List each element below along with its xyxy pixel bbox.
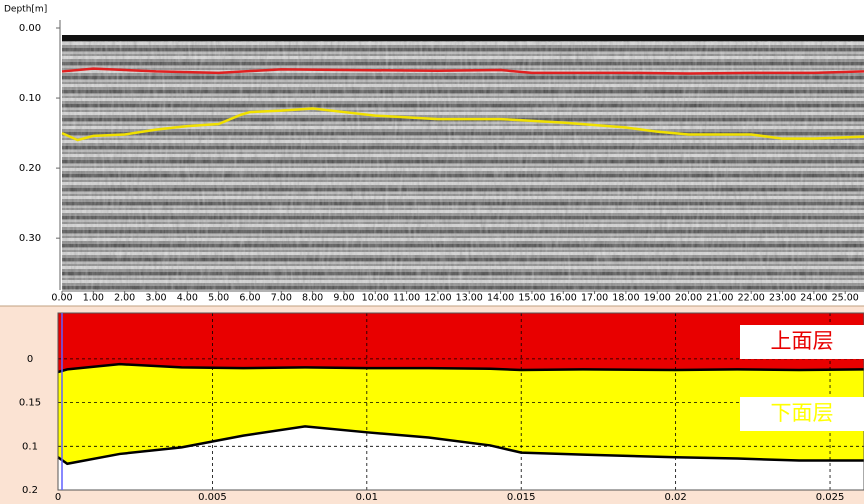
- y-tick-label: 0.30: [19, 233, 41, 244]
- x-tick-label: 0.00: [51, 293, 72, 304]
- x-tick-label: 7.00: [271, 293, 292, 304]
- layer-label: 下面层: [771, 401, 834, 425]
- x-tick-label: 15.00: [518, 293, 545, 304]
- x-tick-label: 0.005: [198, 492, 227, 503]
- x-tick-label: 0.02: [664, 492, 686, 503]
- boundary-line: [57, 425, 864, 466]
- x-tick-label: 9.00: [333, 293, 354, 304]
- x-tick-label: 24.00: [800, 293, 827, 304]
- y-tick-label: 0.2: [22, 485, 38, 496]
- picked-layer-line: [61, 67, 864, 75]
- x-tick-label: 0.01: [356, 492, 378, 503]
- layer-band: [58, 364, 864, 464]
- y-tick-label: 0: [27, 354, 33, 365]
- x-tick-label: 20.00: [675, 293, 702, 304]
- x-tick-label: 22.00: [738, 293, 765, 304]
- x-tick-label: 21.00: [706, 293, 733, 304]
- x-tick-label: 19.00: [644, 293, 671, 304]
- y-tick-label: 0.1: [22, 441, 38, 452]
- x-tick-label: 23.00: [769, 293, 796, 304]
- y-tick-label: 0.20: [19, 163, 41, 174]
- plot-frame: [57, 312, 864, 491]
- x-tick-label: 8.00: [302, 293, 323, 304]
- x-tick-label: 11.00: [393, 293, 420, 304]
- x-tick-label: 1.00: [83, 293, 104, 304]
- layer-label-box: [740, 397, 864, 431]
- x-tick-label: 10.00: [362, 293, 389, 304]
- x-tick-label: 25.00: [832, 293, 859, 304]
- x-tick-label: 18.00: [612, 293, 639, 304]
- x-tick-label: 12.00: [424, 293, 451, 304]
- picked-layer-line: [61, 107, 864, 142]
- x-tick-label: 5.00: [208, 293, 229, 304]
- x-tick-label: 4.00: [177, 293, 198, 304]
- x-tick-label: 3.00: [145, 293, 166, 304]
- y-tick-label: 0.10: [19, 93, 41, 104]
- x-tick-label: 2.00: [114, 293, 135, 304]
- x-tick-label: 13.00: [456, 293, 483, 304]
- surface-band: [62, 35, 864, 41]
- boundary-line: [57, 362, 864, 374]
- x-tick-label: 16.00: [550, 293, 577, 304]
- y-tick-label: 0.15: [19, 398, 41, 409]
- y-axis-label: Depth[m]: [4, 5, 47, 15]
- x-tick-label: 14.00: [487, 293, 514, 304]
- layer-band: [58, 313, 864, 372]
- layer-label-box: [740, 325, 864, 359]
- x-tick-label: 0.015: [507, 492, 536, 503]
- layer-label: 上面层: [771, 329, 834, 353]
- x-tick-label: 17.00: [581, 293, 608, 304]
- x-tick-label: 6.00: [239, 293, 260, 304]
- x-tick-label: 0: [55, 492, 61, 503]
- y-tick-label: 0.00: [19, 23, 41, 34]
- x-tick-label: 0.025: [816, 492, 845, 503]
- radargram-noise: [62, 35, 864, 290]
